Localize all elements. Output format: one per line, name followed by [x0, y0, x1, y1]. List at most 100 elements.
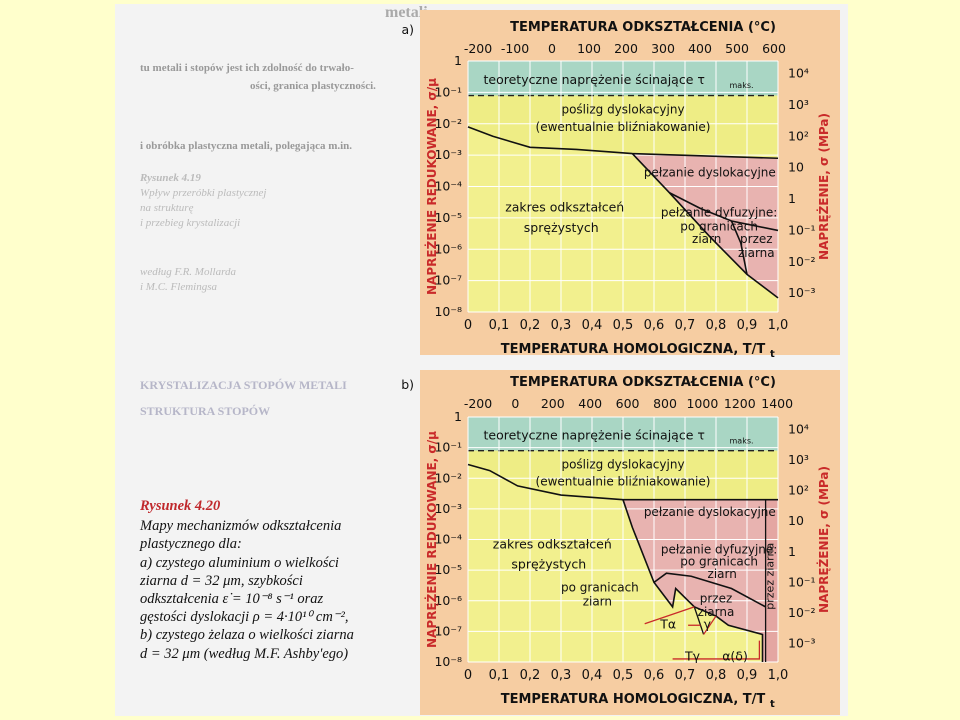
- caption-line: gęstości dyslokacji ρ = 4·10¹⁰ cm⁻²,: [140, 609, 349, 626]
- top-tick-label: 0: [511, 396, 519, 411]
- bottom-tick-label: 0,1: [489, 668, 510, 683]
- left-axis-title: NAPRĘŻENIE REDUKOWANE, σ/μ: [424, 431, 439, 648]
- top-tick-label: -200: [464, 41, 492, 56]
- bottom-tick-label: 0,7: [675, 668, 696, 683]
- left-axis-title: NAPRĘŻENIE REDUKOWANE, σ/μ: [424, 78, 439, 295]
- bottom-tick-label: 0,9: [737, 668, 758, 683]
- figure-caption: Rysunek 4.20 Mapy mechanizmów odkształce…: [140, 497, 354, 663]
- arrow-po-granicach: [644, 606, 695, 625]
- lattice-label-line1: przez: [700, 591, 733, 605]
- top-tick-label: 500: [725, 41, 749, 56]
- phase-label-tgamma: Tγ: [684, 648, 701, 663]
- right-axis-title: NAPRĘŻENIE, σ (MPa): [816, 466, 831, 613]
- through-grain-label: przez ziarna: [763, 543, 776, 610]
- ghost-section-heading: KRYSTALIZACJA STOPÓW METALI: [140, 378, 347, 392]
- lattice-diffusion-strip: [765, 499, 778, 662]
- caption-heading: Rysunek 4.20: [140, 498, 221, 514]
- bottom-axis-title: TEMPERATURA HOMOLOGICZNA, T/T: [501, 692, 766, 707]
- left-tick-label: 10⁻⁷: [434, 273, 462, 288]
- grain-boundary-label-line1: po granicach: [561, 581, 639, 595]
- phase-label-alpha-delta: α(δ): [722, 648, 748, 663]
- right-tick-label: 10⁻²: [788, 605, 816, 620]
- diffusion-boundary-curve: [669, 192, 779, 232]
- caption-line: d = 32 μm (według M.F. Ashby'ego): [140, 645, 349, 662]
- caption-line: ziarna d = 32 μm, szybkości: [140, 572, 303, 589]
- bottom-tick-label: 1,0: [768, 668, 789, 683]
- diffusion-creep-label-line2: po granicach: [680, 555, 758, 569]
- left-tick-label: 10⁻⁸: [434, 304, 462, 319]
- bottom-tick-label: 1,0: [768, 318, 789, 333]
- left-tick-label: 10⁻⁴: [434, 532, 462, 547]
- dislocation-creep-region: [632, 153, 778, 298]
- panel-label: b): [401, 377, 414, 392]
- deformation-map-iron: -200 0 200 400 600 800 1000 1200 1400 TEMPERATURA…: [401, 370, 840, 715]
- top-axis-title: TEMPERATURA ODKSZTAŁCENIA (°C): [510, 375, 776, 390]
- left-tick-label: 10⁻²: [434, 116, 462, 131]
- bottom-tick-label: 0,4: [582, 668, 603, 683]
- elastic-range-label-line2: sprężystych: [511, 557, 586, 572]
- left-tick-label: 10⁻⁷: [434, 623, 462, 638]
- top-tick-label: 600: [616, 396, 640, 411]
- ghost-caption: i M.C. Flemingsa: [140, 281, 217, 293]
- bottom-tick-label: 0,2: [520, 318, 541, 333]
- phase-label-ta: Tα: [659, 616, 676, 631]
- diffusion-creep-label-line3: ziarn: [692, 232, 721, 246]
- ghost-text-line: ości, granica plastyczności.: [250, 80, 376, 92]
- top-tick-label: 200: [614, 41, 638, 56]
- slip-label-line2: (ewentualnie bliźniakowanie): [536, 474, 711, 488]
- bottom-axis-subscript: t: [770, 349, 775, 360]
- right-tick-label: 10⁴: [788, 421, 809, 436]
- bottom-tick-label: 0: [464, 668, 472, 683]
- panel-label: a): [401, 22, 414, 37]
- top-tick-label: 1200: [724, 396, 756, 411]
- top-tick-label: 200: [541, 396, 565, 411]
- bottom-tick-label: 0,9: [737, 318, 758, 333]
- bottom-tick-label: 0,6: [644, 318, 665, 333]
- right-tick-label: 10²: [788, 128, 809, 143]
- elastic-range-label-line1: zakres odkształceń: [505, 200, 624, 215]
- lattice-diffusion-label-line2: ziarna: [738, 246, 775, 260]
- diffusion-creep-label-line1: pełzanie dyfuzyjne:: [661, 542, 778, 556]
- ghost-text-line: i obróbka plastyczna metali, polegająca …: [140, 140, 353, 152]
- bottom-tick-label: 0,5: [613, 318, 634, 333]
- caption-line: odkształcenia ε̇ = 10⁻⁸ s⁻¹ oraz: [140, 591, 324, 608]
- right-tick-label: 10²: [788, 483, 809, 498]
- right-tick-label: 1: [788, 544, 796, 559]
- arrow-przez-ziarna: [703, 615, 717, 635]
- left-tick-label: 10⁻⁵: [434, 562, 462, 577]
- left-tick-label: 10⁻¹: [434, 440, 462, 455]
- left-tick-label: 10⁻⁶: [434, 593, 462, 608]
- top-tick-label: 800: [653, 396, 677, 411]
- left-tick-label: 1: [454, 409, 462, 424]
- left-tick-label: 10⁻²: [434, 470, 462, 485]
- right-tick-label: 10³: [788, 452, 809, 467]
- caption-line: a) czystego aluminium o wielkości: [140, 554, 339, 571]
- right-tick-label: 10⁻³: [788, 285, 816, 300]
- slip-label-line2: (ewentualnie bliźniakowanie): [536, 120, 711, 134]
- elastic-range-label-line2: sprężystych: [524, 220, 599, 235]
- right-tick-label: 10³: [788, 97, 809, 112]
- bottom-tick-label: 0: [464, 318, 472, 333]
- bottom-tick-label: 0,3: [551, 318, 572, 333]
- top-tick-label: 600: [762, 41, 786, 56]
- top-tick-label: 100: [577, 41, 601, 56]
- bottom-tick-label: 0,1: [489, 318, 510, 333]
- top-tick-label: 400: [688, 41, 712, 56]
- bottom-tick-label: 0,4: [582, 318, 603, 333]
- top-tick-label: -200: [464, 396, 492, 411]
- dislocation-creep-label: pełzanie dyslokacyjne: [644, 165, 776, 179]
- top-tick-label: 400: [578, 396, 602, 411]
- right-tick-label: 10⁻¹: [788, 574, 816, 589]
- right-tick-label: 10⁻¹: [788, 222, 816, 237]
- bottom-axis-subscript: t: [770, 699, 775, 710]
- grain-boundary-curve: [730, 220, 748, 275]
- left-tick-label: 10⁻⁸: [434, 654, 462, 669]
- bottom-tick-label: 0,2: [520, 668, 541, 683]
- ghost-caption: według F.R. Mollarda: [140, 266, 236, 278]
- creep-boundary-curve: [622, 499, 764, 662]
- right-tick-label: 10: [788, 513, 804, 528]
- bottom-tick-label: 0,3: [551, 668, 572, 683]
- caption-line: plastycznego dla:: [140, 536, 242, 553]
